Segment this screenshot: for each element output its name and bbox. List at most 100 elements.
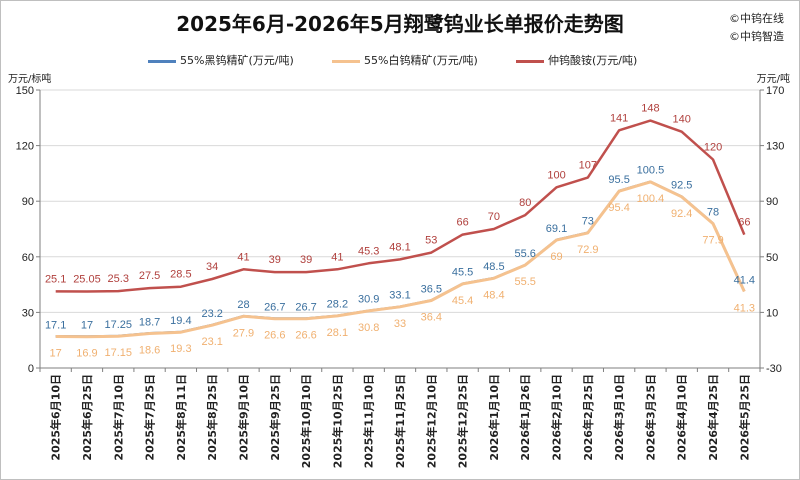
chart-title: 2025年6月-2026年5月翔鹭钨业长单报价走势图 xyxy=(176,12,624,36)
right-tick-label: 10 xyxy=(766,307,778,319)
x-tick-label: 2025年12月25日 xyxy=(456,374,470,468)
data-label-white-tungsten: 77.9 xyxy=(702,235,723,247)
left-tick-label: 150 xyxy=(16,85,34,97)
left-axis-unit: 万元/标吨 xyxy=(8,74,52,85)
data-label-black-tungsten: 19.4 xyxy=(170,315,191,327)
data-label-black-tungsten: 92.5 xyxy=(671,180,692,192)
data-label-white-tungsten: 41.3 xyxy=(734,302,755,314)
data-label-black-tungsten: 26.7 xyxy=(264,302,285,314)
data-label-black-tungsten: 69.1 xyxy=(546,223,567,235)
data-label-apt: 107 xyxy=(579,160,597,172)
data-label-white-tungsten: 26.6 xyxy=(295,330,316,342)
right-tick-label: 170 xyxy=(766,85,784,97)
x-tick-label: 2026年2月25日 xyxy=(581,374,595,461)
x-tick-label: 2025年9月25日 xyxy=(268,374,282,461)
right-tick-label: -30 xyxy=(766,363,782,375)
left-tick-label: 60 xyxy=(22,252,34,264)
data-label-apt: 27.5 xyxy=(139,270,160,282)
data-label-apt: 48.1 xyxy=(389,241,410,253)
legend-label-black-tungsten: 55%黑钨精矿(万元/吨) xyxy=(180,54,294,67)
legend-swatch-white-tungsten xyxy=(332,59,360,63)
x-tick-label: 2026年5月25日 xyxy=(737,374,751,461)
x-tick-label: 2026年4月10日 xyxy=(675,374,689,461)
data-label-apt: 45.3 xyxy=(358,245,379,257)
left-tick-label: 30 xyxy=(22,307,34,319)
legend-item-white-tungsten: 55%白钨精矿(万元/吨) xyxy=(332,52,478,68)
data-label-black-tungsten: 18.7 xyxy=(139,316,160,328)
data-label-black-tungsten: 41.4 xyxy=(734,274,755,286)
data-label-white-tungsten: 33 xyxy=(394,318,406,330)
watermark-zhongwu-zhizao: ©中钨智造 xyxy=(729,30,784,43)
series-line-white-tungsten xyxy=(55,180,746,339)
data-label-apt: 80 xyxy=(519,197,531,209)
x-tick-label: 2025年10月10日 xyxy=(299,374,313,468)
data-label-white-tungsten: 69 xyxy=(550,251,562,263)
data-label-white-tungsten: 30.8 xyxy=(358,322,379,334)
x-tick-label: 2026年3月25日 xyxy=(643,374,657,461)
legend-item-apt: 仲钨酸铵(万元/吨) xyxy=(516,52,637,68)
data-label-apt: 148 xyxy=(641,103,659,115)
x-tick-label: 2025年11月10日 xyxy=(362,374,376,468)
left-tick-label: 90 xyxy=(22,196,34,208)
data-label-apt: 39 xyxy=(269,254,281,266)
x-tick-label: 2026年2月10日 xyxy=(550,374,564,461)
data-label-white-tungsten: 23.1 xyxy=(201,336,222,348)
x-tick-label: 2025年7月10日 xyxy=(111,374,125,461)
data-label-black-tungsten: 17 xyxy=(81,319,93,331)
data-label-white-tungsten: 36.4 xyxy=(421,312,442,324)
data-label-apt: 41 xyxy=(237,251,249,263)
data-label-black-tungsten: 55.6 xyxy=(515,248,536,260)
series-line-apt xyxy=(55,119,746,293)
data-label-black-tungsten: 45.5 xyxy=(452,267,473,279)
data-label-white-tungsten: 16.9 xyxy=(76,348,97,360)
data-label-white-tungsten: 19.3 xyxy=(170,343,191,355)
data-label-white-tungsten: 95.4 xyxy=(608,202,629,214)
data-label-white-tungsten: 17.15 xyxy=(104,347,132,359)
data-label-black-tungsten: 73 xyxy=(582,216,594,228)
data-label-black-tungsten: 30.9 xyxy=(358,294,379,306)
right-tick-label: 50 xyxy=(766,252,778,264)
data-label-apt: 120 xyxy=(704,142,722,154)
data-label-apt: 25.3 xyxy=(108,273,129,285)
data-label-black-tungsten: 48.5 xyxy=(483,261,504,273)
data-label-black-tungsten: 33.1 xyxy=(389,290,410,302)
data-label-white-tungsten: 55.5 xyxy=(515,276,536,288)
right-tick-label: 90 xyxy=(766,196,778,208)
x-tick-label: 2025年7月25日 xyxy=(143,374,157,461)
right-axis-unit: 万元/吨 xyxy=(756,74,790,85)
legend-label-apt: 仲钨酸铵(万元/吨) xyxy=(548,54,638,67)
data-label-apt: 34 xyxy=(206,261,218,273)
data-label-black-tungsten: 28 xyxy=(237,299,249,311)
data-label-black-tungsten: 17.25 xyxy=(104,319,132,331)
data-label-white-tungsten: 45.4 xyxy=(452,295,473,307)
data-label-black-tungsten: 78 xyxy=(707,206,719,218)
x-tick-label: 2025年11月25日 xyxy=(393,374,407,468)
data-label-white-tungsten: 48.4 xyxy=(483,289,504,301)
data-label-apt: 53 xyxy=(425,235,437,247)
data-label-black-tungsten: 17.1 xyxy=(45,319,66,331)
x-tick-label: 2025年6月25日 xyxy=(80,374,94,461)
data-label-white-tungsten: 17 xyxy=(50,347,62,359)
x-tick-label: 2025年12月10日 xyxy=(424,374,438,468)
data-label-black-tungsten: 23.2 xyxy=(201,308,222,320)
data-label-black-tungsten: 36.5 xyxy=(421,283,442,295)
data-label-white-tungsten: 27.9 xyxy=(233,327,254,339)
data-label-white-tungsten: 18.6 xyxy=(139,345,160,357)
data-label-apt: 39 xyxy=(300,254,312,266)
x-tick-label: 2026年1月10日 xyxy=(487,374,501,461)
watermark-zhongwu-online: ©中钨在线 xyxy=(729,12,784,25)
x-tick-label: 2026年4月25日 xyxy=(706,374,720,461)
legend-label-white-tungsten: 55%白钨精矿(万元/吨) xyxy=(364,54,478,67)
data-label-apt: 66 xyxy=(738,217,750,229)
x-tick-label: 2025年9月10日 xyxy=(236,374,250,461)
data-label-black-tungsten: 28.2 xyxy=(327,299,348,311)
data-label-apt: 70 xyxy=(488,211,500,223)
data-label-white-tungsten: 26.6 xyxy=(264,330,285,342)
data-label-apt: 25.05 xyxy=(73,273,101,285)
data-label-white-tungsten: 92.4 xyxy=(671,208,692,220)
x-tick-label: 2025年10月25日 xyxy=(330,374,344,468)
data-label-apt: 140 xyxy=(673,114,691,126)
right-tick-label: 130 xyxy=(766,141,784,153)
